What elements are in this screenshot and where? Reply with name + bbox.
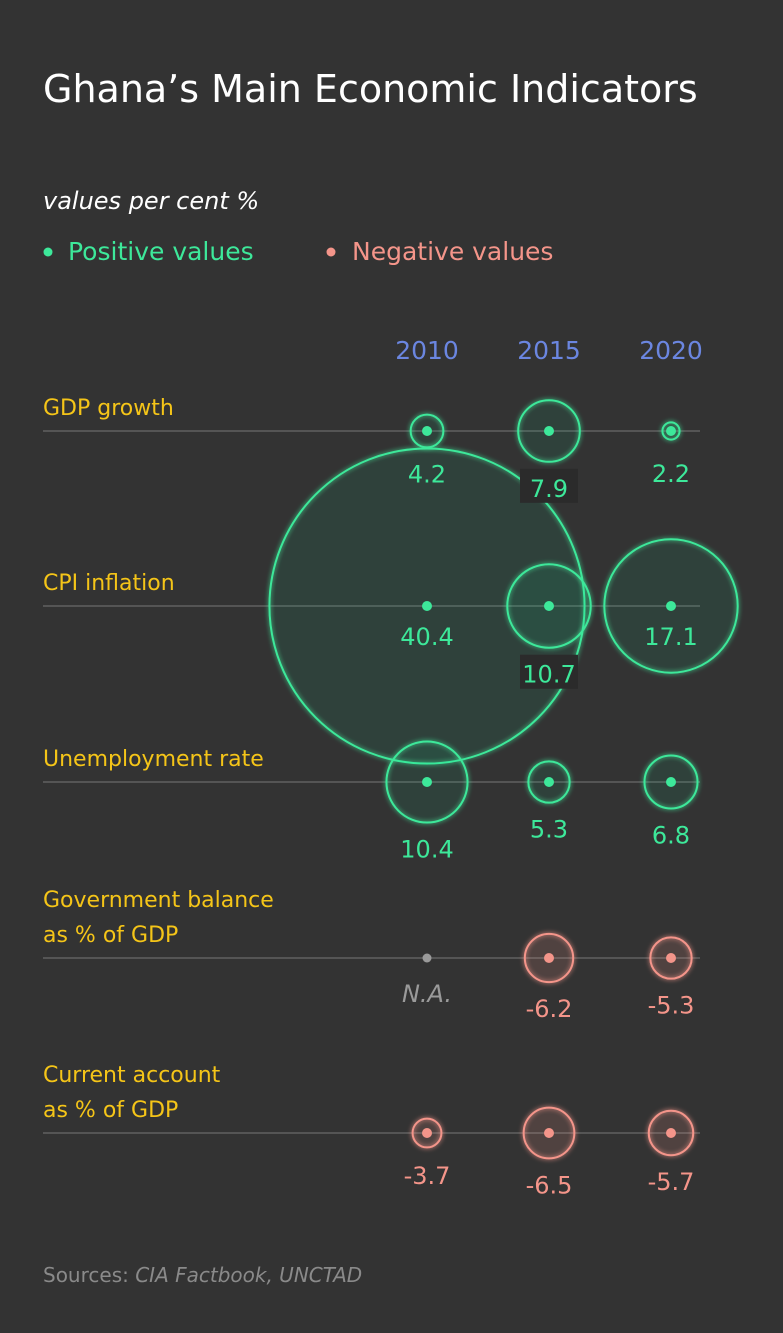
- value-label: -6.2: [526, 995, 573, 1023]
- value-label-missing: N.A.: [402, 980, 452, 1008]
- value-label: 40.4: [400, 623, 453, 651]
- source-names: CIA Factbook, UNCTAD: [135, 1263, 362, 1287]
- value-label-backdrop: [520, 654, 578, 689]
- value-label: -3.7: [404, 1162, 451, 1190]
- row-label: Current account: [43, 1063, 221, 1088]
- value-label: 4.2: [408, 460, 446, 488]
- row-label: Government balance: [43, 888, 274, 913]
- bubble-center-dot: [544, 953, 554, 963]
- value-label: 17.1: [644, 623, 697, 651]
- source-note: Sources: CIA Factbook, UNCTAD: [43, 1263, 362, 1287]
- value-label-backdrop: [520, 468, 578, 503]
- value-label: 5.3: [530, 816, 568, 844]
- bubble-center-dot: [422, 777, 432, 787]
- year-header-2020: 2020: [639, 336, 703, 365]
- value-label: 2.2: [652, 460, 690, 488]
- value-label: -6.5: [526, 1171, 573, 1199]
- bubble-center-dot: [422, 426, 432, 436]
- chart-subtitle: values per cent %: [43, 187, 259, 215]
- value-label: -5.7: [648, 1168, 695, 1196]
- row-label: as % of GDP: [43, 923, 178, 948]
- bubble-center-dot: [544, 426, 554, 436]
- chart-title: Ghana’s Main Economic Indicators: [43, 67, 698, 111]
- value-label: 10.7: [522, 661, 575, 689]
- bubble-center-dot: [544, 777, 554, 787]
- bubble-center-dot: [544, 601, 554, 611]
- legend-positive-label: Positive values: [68, 237, 254, 266]
- row-label: GDP growth: [43, 396, 174, 421]
- legend-positive-dot: [43, 247, 53, 257]
- row-label: as % of GDP: [43, 1098, 178, 1123]
- value-label: 7.9: [530, 475, 568, 503]
- bubble-center-dot: [422, 601, 432, 611]
- row-label: CPI inflation: [43, 571, 175, 596]
- value-label: -5.3: [648, 992, 695, 1020]
- bubble-center-dot: [666, 426, 676, 436]
- bubble-center-dot: [666, 1128, 676, 1138]
- source-prefix: Sources:: [43, 1263, 135, 1287]
- bubble-center-dot: [666, 777, 676, 787]
- value-label: 10.4: [400, 836, 453, 864]
- year-header-2015: 2015: [517, 336, 581, 365]
- bubble-center-dot: [422, 1128, 432, 1138]
- bubble-center-dot: [544, 1128, 554, 1138]
- missing-dot: [422, 953, 432, 963]
- value-label: 6.8: [652, 822, 690, 850]
- row-label: Unemployment rate: [43, 747, 264, 772]
- year-header-2010: 2010: [395, 336, 459, 365]
- legend-negative-label: Negative values: [352, 237, 553, 266]
- bubble-center-dot: [666, 601, 676, 611]
- bubble-center-dot: [666, 953, 676, 963]
- legend-negative-dot: [326, 247, 336, 257]
